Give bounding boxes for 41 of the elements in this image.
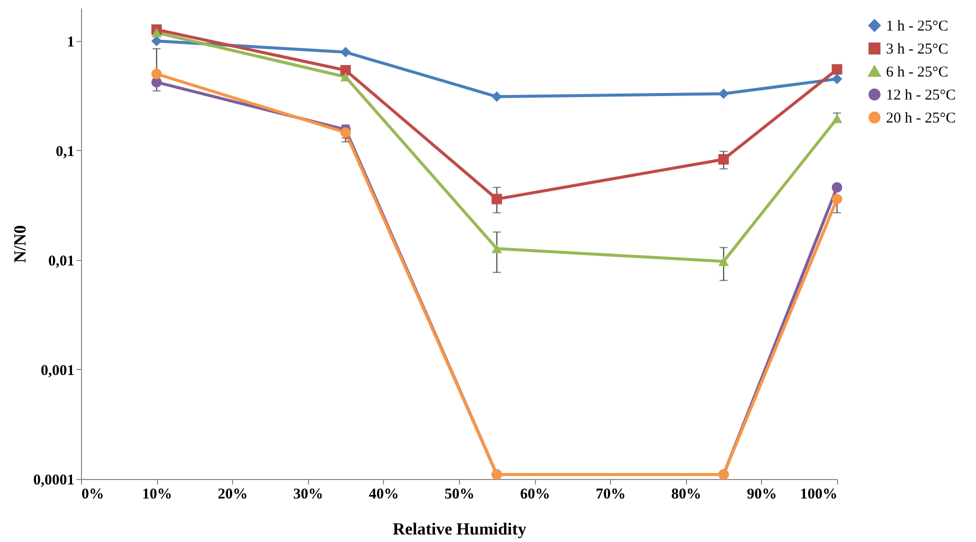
point — [340, 72, 351, 82]
x-tick-label: 20% — [218, 486, 248, 502]
legend-label: 6 h - 25°C — [886, 64, 948, 80]
y-axis-title: N/N0 — [10, 225, 30, 263]
x-tick-label: 90% — [746, 486, 777, 502]
x-tick-label: 70% — [596, 486, 626, 502]
y-tick-label: 0,0001 — [33, 472, 74, 488]
legend-label: 3 h - 25°C — [886, 42, 948, 58]
x-tick-label: 80% — [671, 486, 702, 502]
point — [151, 36, 162, 46]
point — [832, 194, 842, 204]
point — [151, 68, 162, 80]
point — [832, 74, 842, 84]
point — [151, 76, 162, 88]
point — [492, 194, 502, 204]
x-tick-label: 100% — [800, 486, 838, 502]
x-axis-title: Relative Humidity — [392, 520, 527, 538]
x-tick-label: 30% — [293, 486, 324, 502]
x-tick-label: 50% — [444, 486, 474, 502]
legend-label: 1 h - 25°C — [886, 18, 948, 34]
y-tick-label: 0,01 — [48, 253, 74, 270]
x-tick-label: 10% — [142, 486, 172, 502]
y-tick-label: 1 — [67, 34, 74, 50]
point — [718, 256, 729, 266]
point — [492, 244, 502, 254]
x-tick-label: 60% — [520, 486, 550, 502]
point — [832, 64, 842, 75]
point — [492, 91, 502, 102]
legend-label: 12 h - 25°C — [886, 88, 956, 104]
point — [718, 154, 729, 165]
x-tick-label: 0% — [82, 486, 104, 502]
point — [340, 65, 351, 76]
point — [340, 127, 351, 138]
y-tick-label: 0,1 — [56, 144, 74, 160]
legend-label: 20 h - 25°C — [886, 110, 956, 126]
point — [718, 88, 729, 99]
y-tick-label: 0,001 — [40, 362, 74, 379]
x-tick-label: 40% — [368, 486, 399, 502]
point — [832, 182, 842, 193]
point — [151, 28, 162, 38]
point — [340, 46, 351, 58]
